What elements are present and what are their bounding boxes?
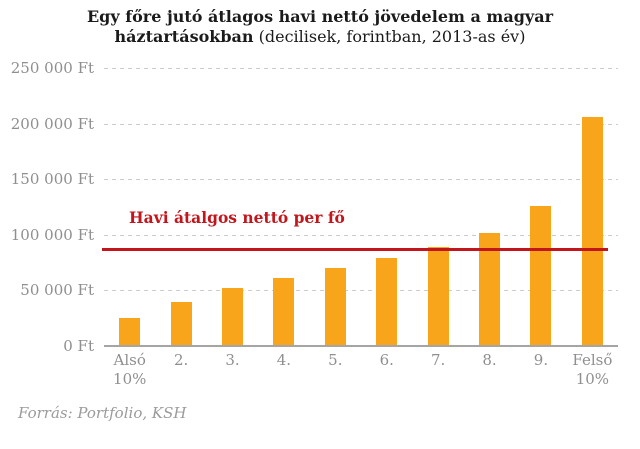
reference-line-label: Havi átalgos nettó per fő [129,208,345,227]
chart-title-line2-note: (decilisek, forintban, 2013-as év) [258,27,526,46]
bar-slot [104,68,155,346]
x-tick-label: Felső 10% [572,351,613,388]
bar-decile-1 [119,318,141,346]
bar-decile-6 [376,258,398,346]
x-tick-label: 5. [328,351,343,369]
plot-area [102,68,618,347]
chart-title-line1: Egy főre jutó átlagos havi nettó jövedel… [0,7,640,27]
y-tick-label: 0 Ft [63,337,94,355]
x-tick-label: 4. [276,351,292,369]
bar-slot [310,68,361,346]
y-tick-label: 100 000 Ft [10,225,94,244]
x-axis-labels: Alsó 10% 2. 3. 4. 5. 6. 7. 8. 9. Felső 10% [104,351,618,389]
gridline-100000 [104,234,618,236]
bar-slot [258,68,309,346]
bar-slot [567,68,618,346]
y-tick-label: 250 000 Ft [10,59,94,77]
x-tick-label: 6. [379,351,394,369]
x-tick-label: Alsó 10% [113,351,147,388]
chart-title: Egy főre jutó átlagos havi nettó jövedel… [0,7,640,47]
bar-decile-10 [581,116,603,346]
x-tick-label: 2. [173,351,189,369]
bar-series [104,68,618,346]
x-tick-label: 8. [482,351,497,369]
bar-slot [207,68,258,346]
gridline-50000 [104,290,618,292]
reference-line [102,248,608,252]
bar-decile-7 [427,247,449,346]
y-tick-label: 200 000 Ft [10,114,94,133]
bar-decile-4 [273,278,295,346]
bar-decile-9 [530,205,552,346]
x-tick-label: 9. [533,351,549,369]
y-tick-label: 50 000 Ft [20,281,94,300]
bar-decile-3 [222,288,244,346]
y-tick-label: 150 000 Ft [10,170,94,189]
bar-decile-8 [479,232,501,346]
bar-slot [464,68,515,346]
chart-title-line2: háztartásokban (decilisek, forintban, 20… [0,27,640,47]
gridline-150000 [104,179,618,181]
gridline-200000 [104,123,618,125]
bar-decile-2 [170,301,192,346]
bar-slot [361,68,412,346]
bar-slot [515,68,566,346]
gridline-250000 [104,68,618,69]
bar-slot [412,68,463,346]
chart-title-line2-bold: háztartásokban [114,27,254,46]
x-tick-label: 7. [430,351,446,369]
bar-decile-5 [324,268,346,346]
x-tick-label: 3. [225,351,240,369]
x-axis-line [104,345,618,347]
source-caption: Forrás: Portfolio, KSH [18,404,187,422]
bar-slot [155,68,206,346]
chart-title-line1-text: Egy főre jutó átlagos havi nettó jövedel… [86,7,554,26]
y-axis-labels: 250 000 Ft 200 000 Ft 150 000 Ft 100 000 Ft… [0,59,94,355]
